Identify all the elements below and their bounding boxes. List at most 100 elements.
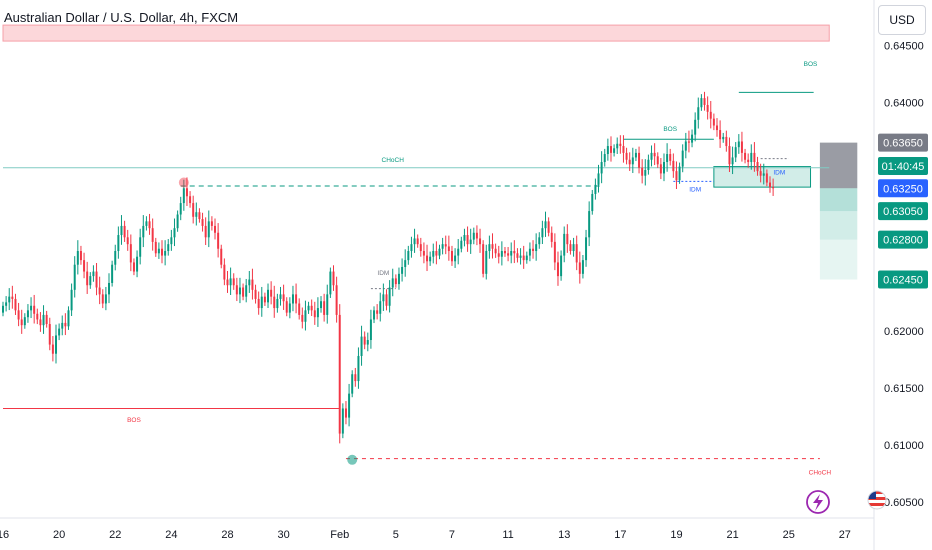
candle [722,132,725,143]
candle-body [176,214,179,229]
candle [301,307,304,329]
us-flag-icon[interactable] [866,490,888,510]
candle [650,145,653,167]
lightning-icon[interactable] [806,490,830,514]
position-target-3 [819,239,858,280]
candle-body [772,187,775,189]
swing-high-marker [178,177,189,188]
candle-body [765,173,768,183]
candle-body [759,171,762,176]
candle-body [647,159,650,171]
candle [510,242,513,264]
candle-body [606,146,609,155]
candle [260,286,263,317]
candle [176,210,179,232]
candle-body [516,253,519,258]
candle [326,284,329,324]
candle-body [173,228,176,238]
candle [422,242,425,264]
price-badge-bg [878,270,928,289]
candle [323,293,326,322]
candle [167,239,170,256]
candle-body [628,159,631,165]
candle-body [326,294,329,315]
candle-body [725,136,728,147]
candle-body [304,310,307,322]
candle [600,151,603,184]
candle [220,244,223,269]
candle-body [20,319,23,326]
candle-body [142,225,145,238]
candle-body [507,253,510,256]
candle-body [48,324,51,345]
candle [765,169,768,187]
candle [388,280,391,313]
candle [98,276,101,305]
candle-body [185,188,188,197]
candle-body [2,305,4,313]
candle-body [435,251,438,256]
candle-body [407,251,410,261]
candle-body [447,246,450,252]
candle [173,218,176,247]
y-tick-label: 0.61000 [884,440,924,452]
candle [151,218,154,251]
candle [198,208,201,223]
candle-body [429,256,432,262]
candle [519,248,522,265]
candle [556,251,559,286]
candle-body [410,244,413,252]
candle-body [310,305,313,311]
candle-body [401,266,404,274]
price-axis[interactable]: 0.64500 0.64000 0.62000 0.61500 0.61000 0.605… [884,41,924,509]
candle-body [242,287,245,297]
candle-body [659,164,662,174]
candle [204,217,207,246]
candle [469,228,472,254]
candle [157,242,160,259]
candle [36,308,39,325]
candle-body [541,228,544,238]
zones-layer [2,24,858,280]
candle [426,244,429,272]
candle-body [544,221,547,229]
candle-body [444,244,447,247]
x-tick-label: 20 [53,529,65,541]
candle [606,138,609,161]
currency-selector[interactable]: USD [878,5,926,35]
candle-body [666,154,669,163]
candle-body [316,308,319,318]
candle [223,258,226,286]
candle-body [129,244,132,263]
candle [706,96,709,120]
candle [547,217,550,237]
time-axis[interactable]: 16 20 22 24 28 30 Feb 5 7 11 13 17 19 21 25 27 [0,529,851,541]
candle [500,241,503,266]
candle [70,283,73,316]
candle-body [641,167,644,176]
candle [55,324,58,364]
candle-body [603,154,606,163]
candle-body [675,171,678,181]
candle-body [357,355,360,382]
candle [33,294,36,324]
candle-body [631,157,634,165]
candle [413,228,416,253]
candle [609,136,612,162]
candle [145,216,148,231]
candle [376,304,379,320]
candle-body [42,314,45,326]
candle-body [5,302,8,306]
candle-body [588,211,591,238]
candle [488,235,491,259]
candle [740,131,743,162]
candle [179,196,182,221]
candle [348,383,351,427]
candle-body [139,237,142,257]
candle-body [307,305,310,311]
candle-body [195,212,198,217]
x-tick-label: 24 [165,529,177,541]
candle-body [117,235,120,252]
candle [666,143,669,172]
